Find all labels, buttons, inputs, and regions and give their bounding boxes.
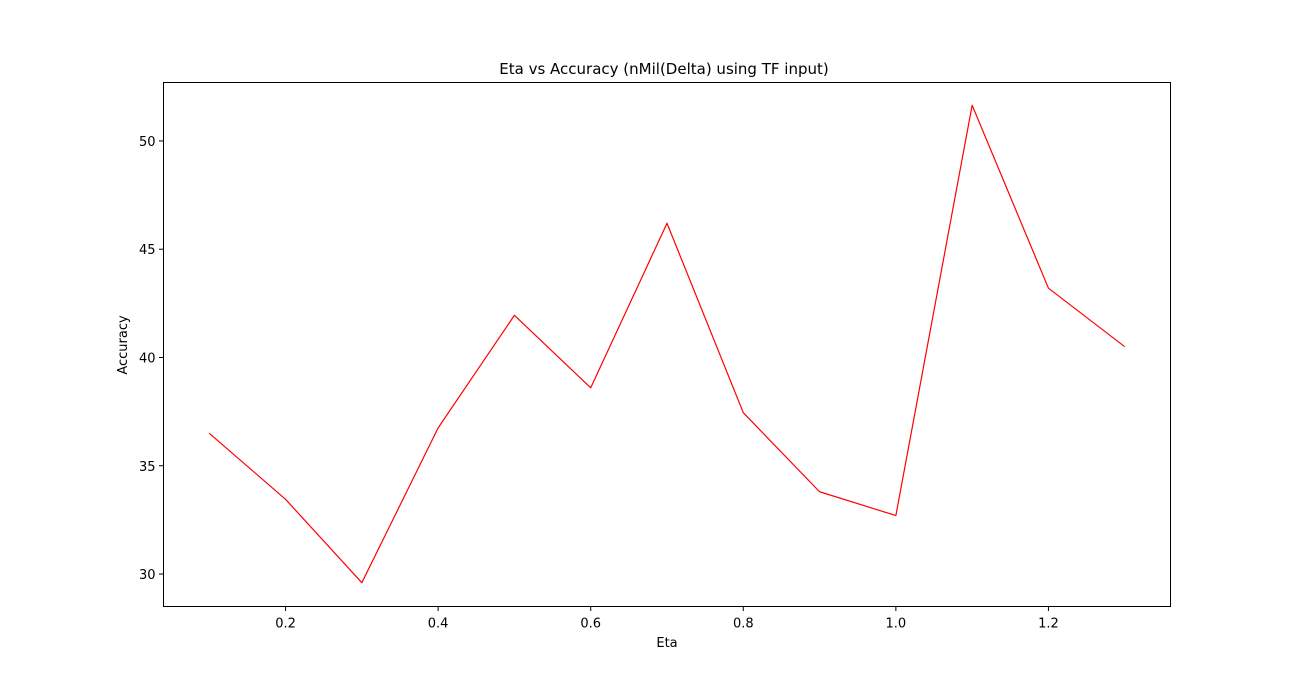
x-tick-label: 0.2	[275, 617, 296, 632]
x-tick-label: 0.8	[733, 617, 754, 632]
y-tick-label: 45	[139, 243, 156, 258]
x-tick-label: 1.2	[1038, 617, 1059, 632]
x-tick-label: 1.0	[886, 617, 907, 632]
y-tick-label: 40	[139, 351, 156, 366]
chart-title: Eta vs Accuracy (nMil(Delta) using TF in…	[499, 60, 828, 78]
y-tick-label: 35	[139, 460, 156, 475]
x-tick-label: 0.4	[428, 617, 449, 632]
y-tick-label: 50	[139, 135, 156, 150]
x-axis-label: Eta	[656, 636, 677, 651]
series-layer	[208, 104, 1126, 584]
y-tick-label: 30	[139, 568, 156, 583]
x-tick-label: 0.6	[580, 617, 601, 632]
plot-area-frame	[163, 82, 1171, 607]
series-line	[208, 104, 1126, 584]
y-axis-label: Accuracy	[116, 315, 131, 375]
y-axis: 30 35 40 45 50	[139, 135, 164, 583]
x-axis: 0.2 0.4 0.6 0.8 1.0 1.2	[275, 606, 1059, 632]
